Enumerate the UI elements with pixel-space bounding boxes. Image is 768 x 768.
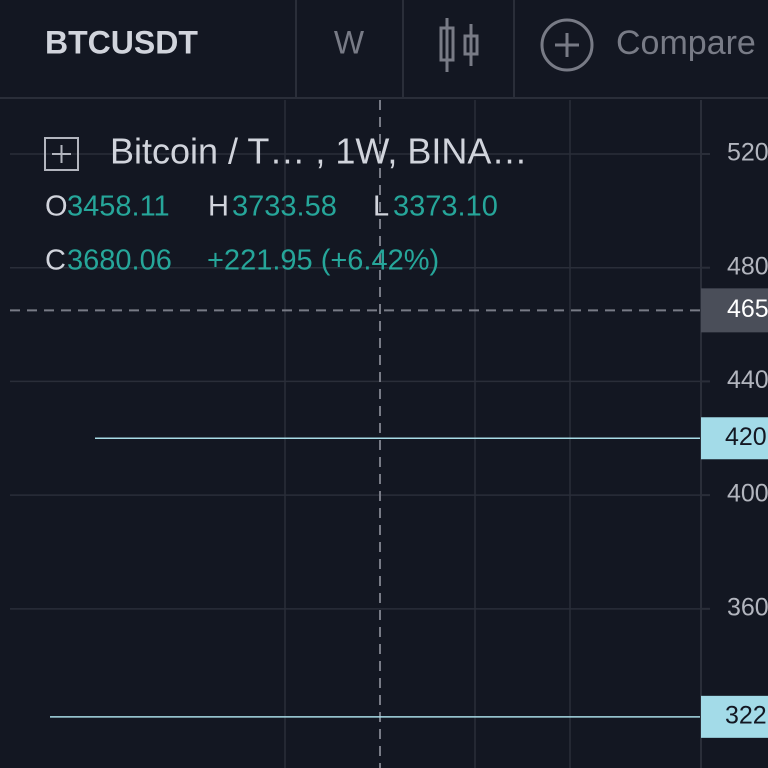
legend-value: 3733.58 (232, 191, 337, 223)
y-tick-label: 400 (727, 480, 768, 508)
legend-value: 3373.10 (393, 191, 498, 223)
toolbar: BTCUSDT W Compare (0, 0, 768, 99)
y-tick-label: 480 (727, 252, 768, 280)
legend-change: +221.95 (+6.42%) (207, 245, 439, 277)
compare-icon[interactable] (540, 18, 594, 72)
price-axis: 360 400 440 480 520 (701, 139, 768, 621)
legend-value: 3458.11 (67, 191, 170, 223)
grid (10, 100, 700, 768)
interval-button[interactable]: W (334, 24, 365, 60)
legend-label: H (208, 191, 229, 223)
legend-label: L (373, 191, 389, 223)
y-tick-label: 360 (727, 593, 768, 621)
legend-label: C (45, 245, 66, 277)
y-tick-label: 440 (727, 366, 768, 394)
crosshair-label-box (701, 288, 768, 333)
y-tick-label: 520 (727, 139, 768, 167)
level-label: 420 (725, 423, 767, 451)
legend-label: O (45, 191, 68, 223)
chart-type-button[interactable] (439, 18, 479, 72)
legend-value: 3680.06 (67, 245, 172, 277)
expand-icon[interactable] (44, 137, 79, 171)
legend-title: Bitcoin / T… , 1W, BINA… (110, 131, 527, 172)
symbol-button[interactable]: BTCUSDT (45, 24, 198, 60)
compare-button[interactable]: Compare (616, 24, 756, 62)
level-label: 322 (725, 701, 767, 729)
legend: Bitcoin / T… , 1W, BINA… O 3458.11 H 373… (44, 131, 527, 277)
crosshair-label: 465 (727, 295, 768, 323)
level-label-box (701, 695, 768, 738)
toolbar-bg (0, 0, 768, 98)
level-label-box (701, 417, 768, 460)
